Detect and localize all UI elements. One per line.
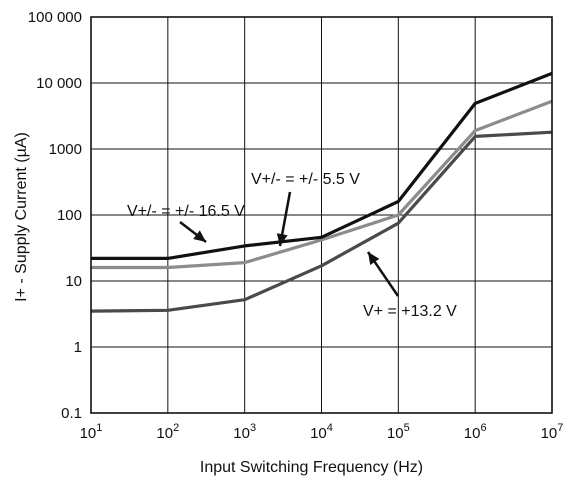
series-line-1 (91, 71, 553, 260)
y-axis-title: I+ - Supply Current (µA) (13, 132, 30, 302)
x-axis-title: Input Switching Frequency (Hz) (200, 459, 423, 476)
y-tick-label: 100 (57, 207, 82, 224)
series-line-3 (90, 130, 553, 313)
x-tick-labels: 101 102 103 104 105 106 107 (80, 422, 564, 442)
x-tick-label: 104 (310, 422, 333, 442)
y-tick-label: 10 (65, 273, 82, 290)
annotations: V+/- = +/- 16.5 V V+/- = +/- 5.5 V V+ = +1… (127, 171, 457, 320)
y-tick-label: 0.1 (61, 405, 82, 422)
y-tick-label: 10 000 (36, 75, 82, 92)
y-tick-labels: 0.1 1 10 100 1000 10 000 100 000 (28, 9, 82, 422)
series-lines (90, 71, 553, 313)
x-tick-label: 101 (80, 422, 103, 442)
y-tick-label: 1 (74, 339, 82, 356)
series-annotation-label: V+/- = +/- 16.5 V (127, 203, 245, 220)
series-annotation-label: V+ = +13.2 V (363, 303, 457, 320)
plot-frame (90, 16, 553, 414)
series-annotation-label: V+/- = +/- 5.5 V (251, 171, 360, 188)
annotation-arrow (276, 191, 292, 247)
series-line-2 (91, 99, 553, 270)
x-tick-label: 105 (387, 422, 410, 442)
annotation-arrow (179, 221, 207, 243)
annotation-arrow (366, 251, 400, 297)
y-tick-label: 1000 (49, 141, 82, 158)
x-tick-label: 102 (156, 422, 179, 442)
y-tick-label: 100 000 (28, 9, 82, 26)
x-tick-label: 107 (541, 422, 564, 442)
x-tick-label: 106 (464, 422, 487, 442)
x-tick-label: 103 (233, 422, 256, 442)
